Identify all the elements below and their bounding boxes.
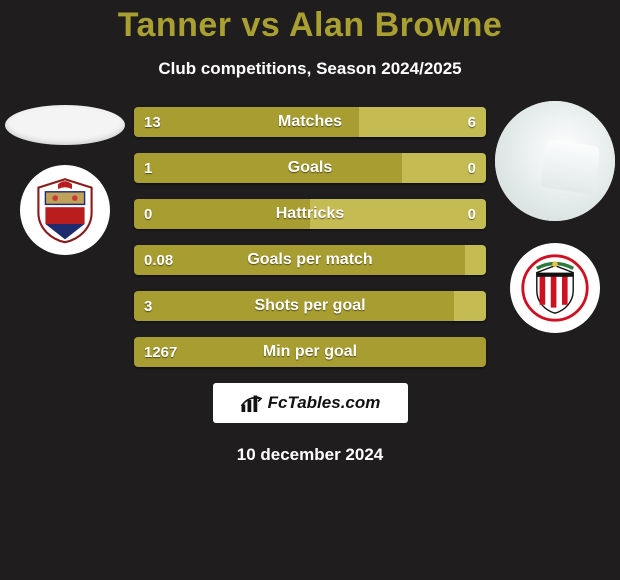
brand-badge: FcTables.com <box>213 383 408 423</box>
stat-right-segment <box>465 245 486 275</box>
stat-left-segment: 0.08 <box>134 245 465 275</box>
stat-right-value: 0 <box>468 206 476 223</box>
stat-left-segment: 3 <box>134 291 454 321</box>
stat-left-value: 1267 <box>144 344 177 361</box>
bristol-city-crest-icon <box>30 175 100 245</box>
stat-left-value: 0 <box>144 206 152 223</box>
stat-row: 1267Min per goal <box>134 337 486 367</box>
right-player-photo <box>495 101 615 221</box>
stat-row: 00Hattricks <box>134 199 486 229</box>
brand-text: FcTables.com <box>268 393 381 413</box>
right-player-column <box>490 101 620 333</box>
stat-left-value: 3 <box>144 298 152 315</box>
stat-row: 3Shots per goal <box>134 291 486 321</box>
stat-row: 136Matches <box>134 107 486 137</box>
stat-right-segment <box>454 291 486 321</box>
right-club-crest <box>510 243 600 333</box>
stat-left-segment: 13 <box>134 107 359 137</box>
left-player-column <box>0 101 130 255</box>
stat-right-segment: 6 <box>359 107 486 137</box>
stat-left-segment: 0 <box>134 199 310 229</box>
stat-row: 0.08Goals per match <box>134 245 486 275</box>
stat-right-segment: 0 <box>402 153 486 183</box>
stat-left-value: 13 <box>144 114 161 131</box>
stats-bars: 136Matches10Goals00Hattricks0.08Goals pe… <box>134 107 486 367</box>
stat-left-value: 1 <box>144 160 152 177</box>
subtitle: Club competitions, Season 2024/2025 <box>0 59 620 79</box>
stat-right-value: 6 <box>468 114 476 131</box>
page-title: Tanner vs Alan Browne <box>0 0 620 45</box>
sunderland-crest-icon <box>520 253 590 323</box>
stat-row: 10Goals <box>134 153 486 183</box>
left-club-crest <box>20 165 110 255</box>
stat-right-value: 0 <box>468 160 476 177</box>
stat-left-segment: 1267 <box>134 337 486 367</box>
date-text: 10 december 2024 <box>0 445 620 465</box>
comparison-content: 136Matches10Goals00Hattricks0.08Goals pe… <box>0 107 620 465</box>
stat-left-segment: 1 <box>134 153 402 183</box>
stat-right-segment: 0 <box>310 199 486 229</box>
left-player-photo <box>5 105 125 145</box>
fctables-logo-icon <box>240 392 264 414</box>
stat-left-value: 0.08 <box>144 252 173 269</box>
